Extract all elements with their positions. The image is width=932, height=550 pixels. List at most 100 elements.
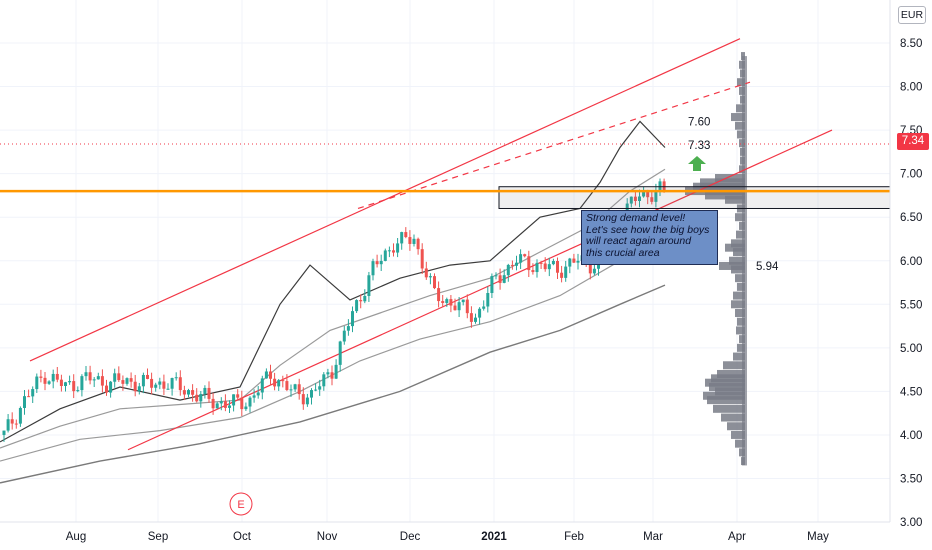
candle-body [68, 381, 72, 383]
candle-body [240, 397, 244, 410]
candle-body [502, 275, 506, 283]
volume-profile-bar [733, 291, 745, 300]
volume-profile-bar [737, 78, 745, 87]
candle-body [416, 238, 420, 250]
time-axis[interactable]: Aug Sep Oct Nov Dec 2021 Feb Mar Apr May [66, 531, 829, 543]
candle-body [314, 389, 318, 391]
candle-body [113, 373, 117, 382]
candle-body [351, 311, 354, 327]
month-label: 2021 [481, 531, 507, 543]
candle-body [277, 380, 281, 387]
candle-body [236, 394, 240, 398]
volume-profile-bar [713, 404, 745, 413]
candle-body [297, 384, 301, 395]
volume-profile-bar [731, 113, 745, 122]
candle-body [572, 258, 576, 263]
candle-body [219, 401, 223, 404]
volume-profile-bar [717, 369, 745, 378]
candle-body [482, 306, 486, 309]
earnings-label: E [237, 499, 244, 511]
candle-body [264, 371, 268, 379]
candle-body [23, 396, 26, 408]
candle-body [367, 275, 371, 296]
candle-body [195, 394, 199, 402]
candle-body [420, 249, 424, 269]
candle-body [318, 386, 322, 390]
candle-body [527, 256, 531, 271]
candle-body [211, 398, 215, 409]
candle-body [100, 376, 104, 386]
candle-body [125, 378, 129, 384]
candle-body [174, 377, 178, 379]
candle-body [494, 275, 498, 277]
volume-profile-bar [727, 422, 745, 431]
earnings-marker: E [229, 492, 253, 516]
price-tick-label: 6.00 [900, 256, 922, 268]
month-label: Feb [564, 531, 584, 543]
candle-body [35, 376, 39, 390]
candle-body [31, 389, 35, 397]
price-tick-label: 3.50 [900, 474, 922, 486]
candle-body [441, 301, 445, 303]
candle-body [359, 300, 363, 302]
candle-body [535, 262, 539, 273]
candle-body [519, 254, 523, 263]
candle-body [305, 397, 309, 405]
candle-body [638, 196, 641, 202]
candle-body [109, 381, 113, 393]
candle-body [96, 376, 100, 380]
candle-body [51, 373, 55, 382]
candle-body [146, 374, 149, 379]
candle-body [80, 376, 84, 391]
candle-body [576, 260, 580, 263]
candle-body [633, 196, 637, 202]
candle-body [330, 372, 334, 379]
last-price-tag: 7.34 [897, 133, 929, 150]
candle-body [515, 262, 518, 266]
candle-body [129, 378, 133, 382]
volume-profile-bar [729, 256, 745, 265]
candle-body [273, 378, 277, 387]
candle-body [228, 405, 231, 408]
month-label: Apr [728, 531, 746, 543]
candle-body [449, 299, 453, 306]
currency-badge[interactable]: EUR [898, 6, 926, 24]
candle-body [375, 261, 379, 265]
candle-body [256, 392, 260, 396]
ma-50-line [0, 242, 666, 462]
volume-profile-bar [735, 213, 745, 222]
candle-body [662, 181, 666, 191]
candle-body [490, 276, 494, 294]
candle-body [531, 270, 535, 273]
annotation-callout[interactable]: Strong demand level! Let's see how the b… [581, 210, 718, 265]
candle-body [10, 419, 14, 424]
candlesticks [2, 178, 666, 442]
candle-body [551, 260, 555, 265]
volume-profile-spine [742, 56, 747, 466]
candle-body [646, 191, 650, 198]
candle-body [121, 380, 125, 384]
candle-body [556, 260, 559, 273]
month-label: Sep [148, 531, 168, 543]
price-axis[interactable]: 8.508.007.507.006.506.005.505.004.504.00… [0, 0, 922, 529]
candle-body [543, 263, 547, 270]
candle-body [187, 390, 190, 395]
candle-body [396, 243, 400, 253]
candle-body [310, 390, 313, 398]
volume-profile-bar [735, 439, 745, 448]
volume-profile-bar [700, 178, 745, 187]
candle-body [510, 264, 514, 266]
candle-body [2, 430, 6, 435]
candle-body [338, 341, 342, 365]
candle-body [158, 381, 162, 385]
candle-body [88, 372, 92, 381]
candle-body [215, 403, 219, 409]
candle-body [150, 378, 154, 388]
candle-body [84, 372, 88, 377]
candle-body [498, 275, 502, 283]
candle-body [18, 407, 22, 424]
candle-body [289, 389, 293, 391]
volume-profile-bar [725, 243, 745, 252]
candle-body [478, 308, 482, 318]
